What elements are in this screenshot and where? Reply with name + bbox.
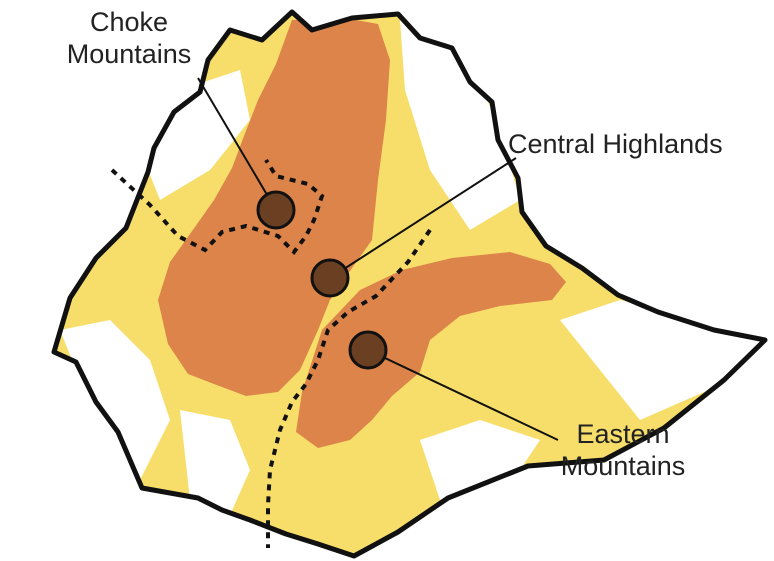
country-border (51, 9, 768, 559)
arid-patch-west (60, 320, 170, 480)
arid-patch-northeast (400, 20, 520, 230)
eastern-mountains-site-marker (348, 330, 388, 370)
arid-patch-south (420, 420, 540, 500)
eastern-label-line1: Eastern (576, 419, 670, 449)
central-highlands-label: Central Highlands (508, 129, 723, 159)
choke-mountains-label: Choke Mountains (52, 6, 206, 70)
choke-region-boundary (110, 158, 325, 256)
choke-leader-line (197, 77, 277, 211)
central-highlands-site-marker (310, 258, 350, 298)
central-leader-line (329, 157, 517, 279)
eastern-leader-line (367, 349, 559, 441)
rift-valley-boundary (266, 228, 432, 548)
eastern-label-line2: Mountains (560, 451, 686, 481)
choke-label-line1: Choke (89, 7, 169, 37)
choke-mountains-site-marker (256, 190, 296, 230)
eastern-mountains-label: Eastern Mountains (548, 418, 698, 482)
choke-label-line2: Mountains (66, 39, 192, 69)
arid-patch-southwest (180, 410, 250, 515)
